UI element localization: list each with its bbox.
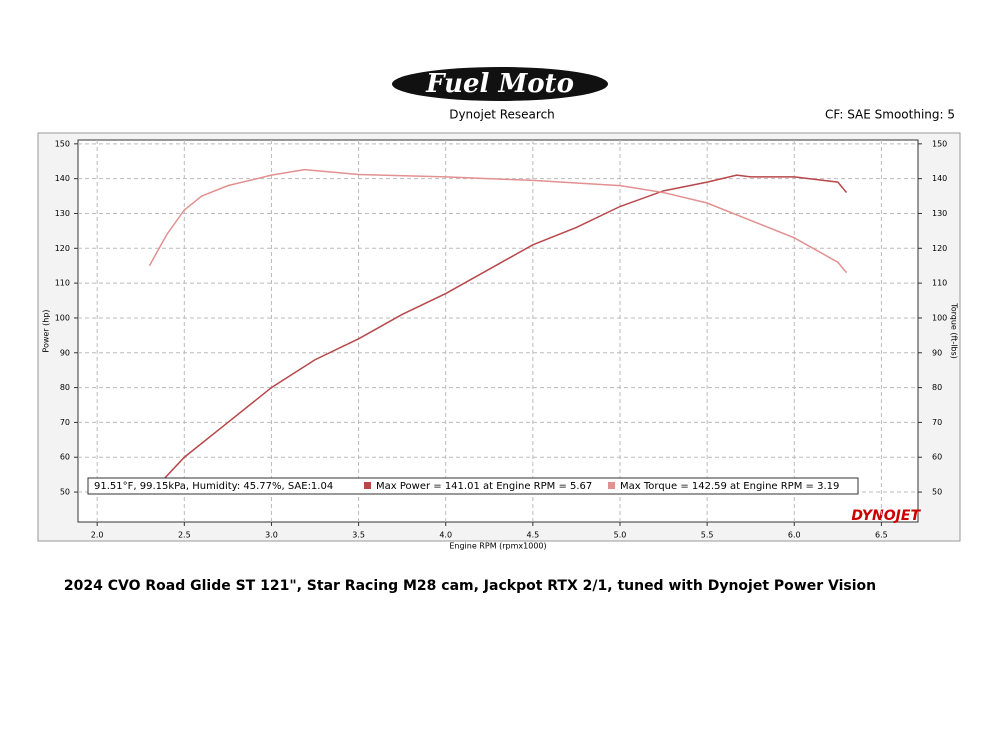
- x-tick-label: 2.0: [91, 531, 104, 540]
- legend-label: Max Power = 141.01 at Engine RPM = 5.67: [376, 481, 592, 492]
- y2-tick-label: 100: [932, 313, 947, 322]
- legend-swatch: [364, 482, 371, 489]
- y-tick-label: 50: [60, 488, 70, 497]
- y2-tick-label: 60: [932, 453, 942, 462]
- legend-box: [87, 477, 859, 495]
- plot-area: [77, 139, 919, 523]
- y2-tick-label: 110: [932, 279, 947, 288]
- y-tick-label: 150: [55, 139, 70, 148]
- x-tick-label: 2.5: [178, 531, 191, 540]
- legend-label: Max Torque = 142.59 at Engine RPM = 3.19: [620, 481, 839, 492]
- brand-logo: DYNOJET: [851, 508, 921, 524]
- logo-badge: [392, 67, 608, 101]
- chart-title: Dynojet Research: [449, 108, 555, 122]
- legend-conditions: 91.51°F, 99.15kPa, Humidity: 45.77%, SAE…: [94, 481, 333, 492]
- y2-tick-label: 80: [932, 383, 942, 392]
- y-tick-label: 140: [55, 174, 70, 183]
- y2-tick-label: 50: [932, 488, 942, 497]
- y2-axis-label: Torque (ft-lbs): [950, 302, 959, 359]
- y2-tick-label: 90: [932, 348, 942, 357]
- x-axis-label: Engine RPM (rpmx1000): [449, 542, 546, 551]
- x-tick-label: 6.5: [875, 531, 888, 540]
- y-tick-label: 120: [55, 244, 70, 253]
- series-line: [157, 174, 848, 486]
- y-tick-label: 90: [60, 348, 70, 357]
- x-tick-label: 4.0: [439, 531, 452, 540]
- logo: Fuel Moto: [425, 69, 574, 99]
- y-tick-label: 110: [55, 279, 70, 288]
- x-tick-label: 5.0: [614, 531, 627, 540]
- y-tick-label: 80: [60, 383, 70, 392]
- y2-tick-label: 140: [932, 174, 947, 183]
- y-tick-label: 70: [60, 418, 70, 427]
- y2-tick-label: 120: [932, 244, 947, 253]
- y-tick-label: 100: [55, 313, 70, 322]
- y2-tick-label: 150: [932, 139, 947, 148]
- x-tick-label: 6.0: [788, 531, 801, 540]
- legend-swatch: [608, 482, 615, 489]
- chart-subtitle: CF: SAE Smoothing: 5: [825, 108, 955, 122]
- x-tick-label: 3.0: [265, 531, 278, 540]
- x-tick-label: 5.5: [701, 531, 714, 540]
- y-tick-label: 60: [60, 453, 70, 462]
- y-tick-label: 130: [55, 209, 70, 218]
- x-tick-label: 4.5: [526, 531, 539, 540]
- series-line: [148, 168, 848, 274]
- caption: 2024 CVO Road Glide ST 121", Star Racing…: [64, 578, 876, 594]
- x-tick-label: 3.5: [352, 531, 365, 540]
- y-axis-label: Power (hp): [42, 309, 51, 352]
- y2-tick-label: 70: [932, 418, 942, 427]
- y2-tick-label: 130: [932, 209, 947, 218]
